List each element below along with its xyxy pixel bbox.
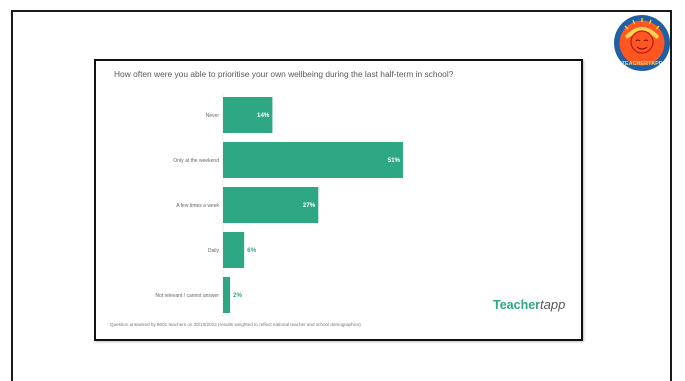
value-label-2: 27% [303, 202, 316, 209]
bar-chart: Never 14% Only at the weekend 51% A few time… [155, 93, 404, 318]
category-label-0: Never [206, 113, 220, 119]
brand-name-part2: tapp [540, 297, 566, 312]
brand-name-part1: Teacher [493, 298, 541, 312]
teachertapp-wordmark: Teachertapp [493, 297, 565, 313]
value-label-0: 14% [257, 112, 270, 119]
bar-4 [223, 277, 231, 313]
value-label-1: 51% [388, 157, 401, 164]
bar-2 [223, 187, 319, 223]
chart-panel: How often were you able to prioritise yo… [94, 59, 583, 341]
chart-title: How often were you able to prioritise yo… [114, 69, 454, 79]
chart-footnote: Question answered by 8001 teachers on 30… [110, 322, 361, 327]
bar-1 [223, 142, 404, 178]
bar-3 [223, 232, 245, 268]
category-label-3: Daily [208, 248, 220, 254]
value-label-3: 6% [247, 247, 256, 254]
category-label-2: A few times a week [176, 203, 219, 209]
svg-text:TEACHERTAPP: TEACHERTAPP [622, 61, 663, 67]
value-label-4: 2% [233, 292, 242, 299]
category-label-4: Not relevant / cannot answer [155, 293, 219, 299]
bar-0 [223, 97, 273, 133]
category-label-1: Only at the weekend [173, 158, 219, 164]
teachertapp-logo-icon: TEACHERTAPP [614, 15, 670, 71]
